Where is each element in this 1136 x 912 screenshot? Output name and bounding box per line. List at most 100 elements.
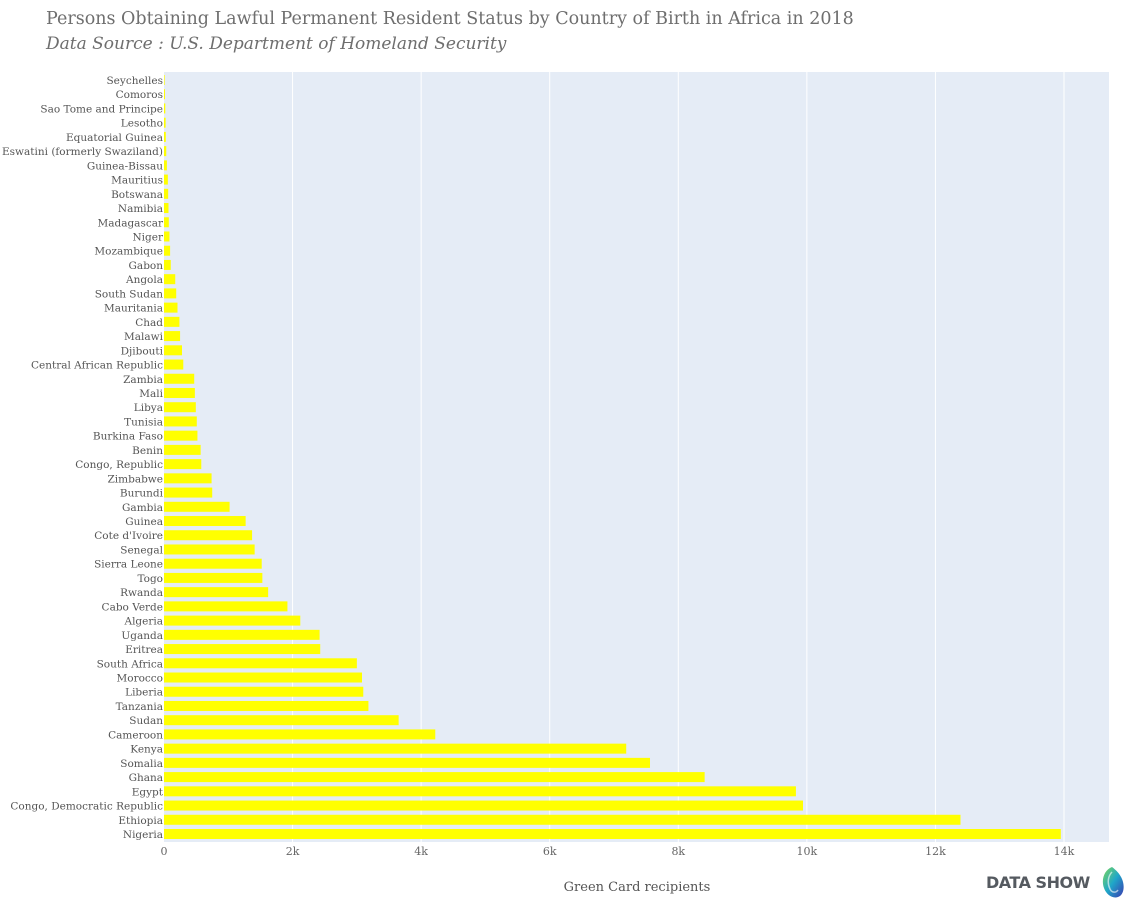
y-tick-label: Djibouti — [121, 345, 164, 357]
y-tick-label: Eswatini (formerly Swaziland) — [2, 146, 163, 158]
y-tick-label: Zimbabwe — [107, 473, 163, 485]
bar[interactable] — [164, 387, 195, 398]
bar[interactable] — [164, 131, 166, 142]
bar[interactable] — [164, 587, 269, 598]
y-tick-label: Seychelles — [106, 75, 163, 87]
y-tick-label: Rwanda — [120, 587, 163, 599]
y-tick-label: Egypt — [132, 786, 164, 798]
y-tick-label: Kenya — [130, 744, 163, 756]
y-tick-label: Guinea — [125, 516, 163, 528]
bar[interactable] — [164, 686, 364, 697]
bar[interactable] — [164, 331, 181, 342]
bar[interactable] — [164, 430, 198, 441]
bar[interactable] — [164, 288, 177, 299]
bar[interactable] — [164, 89, 165, 100]
bars — [164, 75, 1061, 839]
bar[interactable] — [164, 146, 167, 157]
y-tick-label: Mauritius — [111, 175, 163, 187]
y-tick-label: Cameroon — [108, 729, 163, 741]
y-tick-label: Ghana — [129, 772, 163, 784]
bar[interactable] — [164, 772, 705, 783]
bar[interactable] — [164, 786, 796, 797]
y-tick-label: Mauritania — [104, 303, 163, 315]
y-tick-label: South Africa — [97, 658, 163, 670]
bar[interactable] — [164, 302, 178, 313]
bar[interactable] — [164, 615, 301, 626]
bar[interactable] — [164, 700, 369, 711]
bar[interactable] — [164, 572, 263, 583]
bar[interactable] — [164, 103, 166, 114]
y-tick-label: Guinea-Bissau — [87, 160, 163, 172]
bar[interactable] — [164, 117, 166, 128]
bar[interactable] — [164, 359, 184, 370]
y-tick-label: Gabon — [129, 260, 164, 272]
bar[interactable] — [164, 487, 213, 498]
y-tick-label: Mozambique — [94, 246, 163, 258]
bar[interactable] — [164, 316, 180, 327]
bar[interactable] — [164, 672, 362, 683]
logo-text: DATA SHOW — [986, 873, 1090, 892]
y-tick-label: Madagascar — [97, 217, 164, 229]
y-tick-label: Burkina Faso — [93, 431, 163, 443]
y-tick-label: Tunisia — [124, 416, 163, 428]
bar[interactable] — [164, 245, 171, 256]
logo-mark-icon — [1102, 867, 1124, 898]
x-tick-label: 6k — [543, 845, 557, 858]
bar[interactable] — [164, 259, 171, 270]
y-tick-label: Gambia — [122, 502, 163, 514]
bar[interactable] — [164, 473, 212, 484]
bar[interactable] — [164, 444, 201, 455]
bar[interactable] — [164, 174, 168, 185]
bar[interactable] — [164, 160, 167, 171]
y-tick-label: Senegal — [120, 544, 163, 556]
data-show-logo[interactable]: DATA SHOW — [986, 866, 1126, 904]
bar[interactable] — [164, 345, 182, 356]
bar[interactable] — [164, 203, 169, 214]
bar[interactable] — [164, 658, 357, 669]
bar[interactable] — [164, 814, 961, 825]
y-tick-label: Cabo Verde — [102, 601, 163, 613]
x-tick-label: 0 — [161, 845, 168, 858]
bar[interactable] — [164, 416, 197, 427]
bar[interactable] — [164, 544, 255, 555]
bar[interactable] — [164, 829, 1061, 839]
y-tick-label: Ethiopia — [118, 815, 163, 827]
bar[interactable] — [164, 757, 650, 768]
bar[interactable] — [164, 644, 321, 655]
y-tick-label: Benin — [132, 445, 163, 457]
y-tick-label: Congo, Republic — [75, 459, 163, 471]
bar[interactable] — [164, 715, 399, 726]
y-tick-label: Tanzania — [116, 701, 163, 713]
bar[interactable] — [164, 516, 246, 527]
y-tick-label: Somalia — [120, 758, 163, 770]
bar[interactable] — [164, 729, 436, 740]
bar[interactable] — [164, 558, 262, 569]
bar[interactable] — [164, 743, 627, 754]
bar[interactable] — [164, 601, 288, 612]
y-tick-label: Cote d'Ivoire — [94, 530, 163, 542]
bar[interactable] — [164, 530, 253, 541]
x-axis-labels: 0 2k 4k 6k 8k 10k 12k 14k — [161, 845, 1075, 858]
bar[interactable] — [164, 217, 169, 228]
bar[interactable] — [164, 800, 803, 811]
bar[interactable] — [164, 188, 169, 199]
bar[interactable] — [164, 629, 320, 640]
y-tick-label: Togo — [137, 573, 163, 585]
y-tick-label: Morocco — [117, 673, 164, 685]
bar[interactable] — [164, 501, 230, 512]
y-tick-label: Comoros — [116, 89, 163, 101]
bar[interactable] — [164, 231, 170, 242]
bar[interactable] — [164, 459, 202, 470]
bar[interactable] — [164, 75, 165, 85]
x-tick-label: 2k — [286, 845, 300, 858]
bar[interactable] — [164, 402, 196, 413]
plot-area — [164, 72, 1109, 842]
chart-title: Persons Obtaining Lawful Permanent Resid… — [46, 9, 854, 29]
y-tick-label: Sao Tome and Principe — [40, 103, 163, 115]
bar[interactable] — [164, 274, 176, 285]
bar[interactable] — [164, 373, 195, 384]
grid-lines — [292, 72, 1065, 842]
y-tick-label: Central African Republic — [31, 360, 163, 372]
y-tick-label: Lesotho — [121, 118, 163, 130]
